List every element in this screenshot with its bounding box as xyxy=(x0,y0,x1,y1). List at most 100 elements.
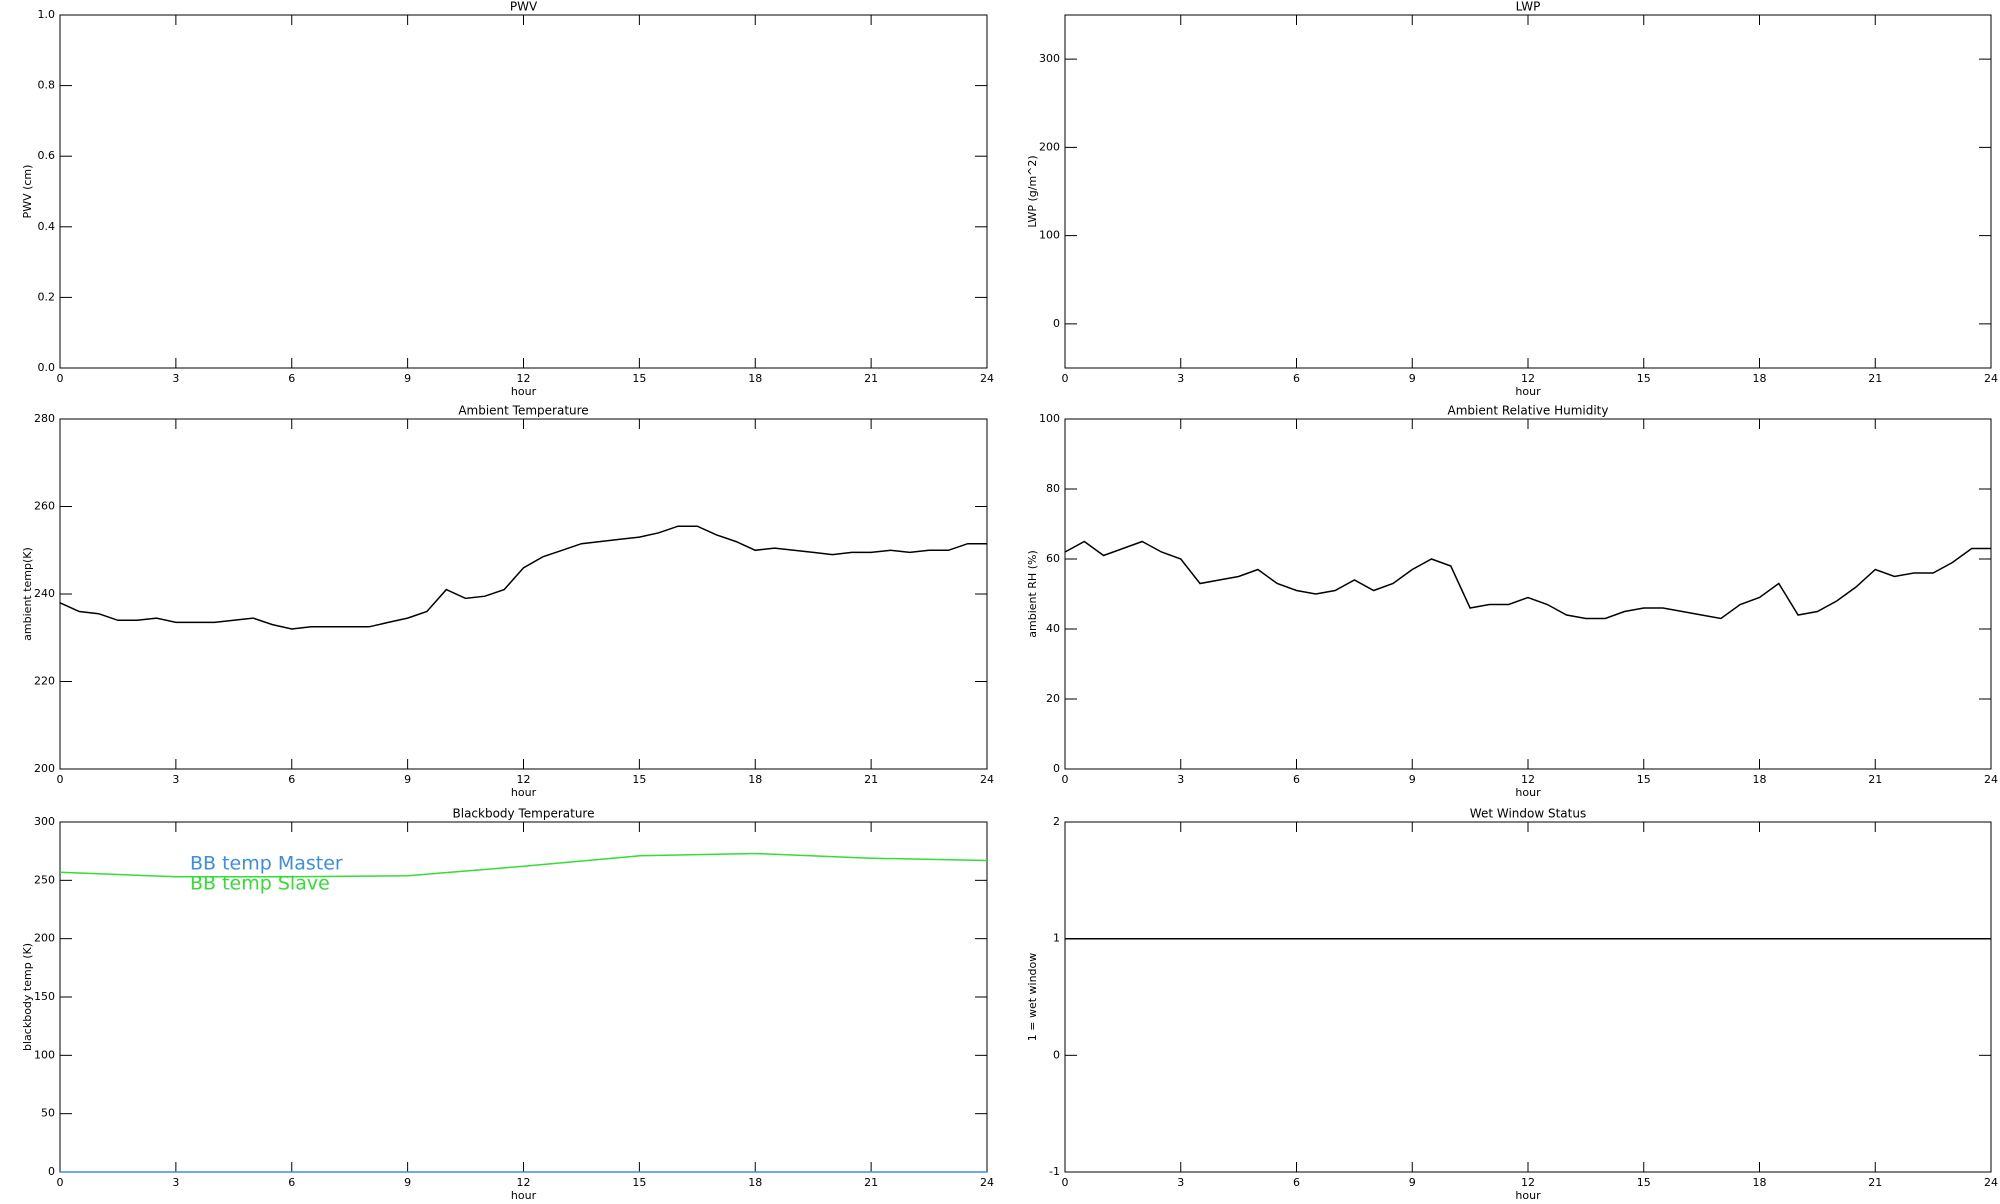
x-tick-label: 3 xyxy=(172,1176,179,1189)
plot-frame xyxy=(59,418,988,770)
y-tick-label: 100 xyxy=(1039,412,1060,425)
x-tick-label: 6 xyxy=(1293,372,1300,385)
y-tick-label: 80 xyxy=(1046,482,1060,495)
y-tick-label: 0.6 xyxy=(38,149,56,162)
x-tick-label: 9 xyxy=(404,372,411,385)
x-axis-label: hour xyxy=(511,1189,537,1200)
chart-title: Wet Window Status xyxy=(1470,807,1586,821)
chart-title: Ambient Temperature xyxy=(458,404,588,418)
y-axis-label: LWP (g/m^2) xyxy=(1026,155,1039,227)
x-tick-label: 15 xyxy=(1637,372,1651,385)
y-tick-label: 0 xyxy=(1053,317,1060,330)
x-tick-label: 21 xyxy=(1868,773,1882,786)
y-axis-label: 1 = wet window xyxy=(1026,953,1039,1042)
x-tick-label: 6 xyxy=(1293,1176,1300,1189)
x-tick-label: 12 xyxy=(517,372,531,385)
x-tick-label: 12 xyxy=(1521,773,1535,786)
y-axis-label: ambient temp(K) xyxy=(21,547,34,641)
x-tick-label: 3 xyxy=(1177,773,1184,786)
y-tick-label: 2 xyxy=(1053,815,1060,828)
chart-title: Ambient Relative Humidity xyxy=(1448,404,1609,418)
y-tick-label: 1.0 xyxy=(38,8,56,21)
x-tick-label: 18 xyxy=(1753,372,1767,385)
x-tick-label: 9 xyxy=(1409,372,1416,385)
x-tick-label: 6 xyxy=(288,773,295,786)
x-tick-label: 12 xyxy=(517,1176,531,1189)
x-tick-label: 9 xyxy=(1409,773,1416,786)
x-tick-label: 9 xyxy=(404,773,411,786)
x-tick-label: 0 xyxy=(1062,773,1069,786)
x-tick-label: 18 xyxy=(748,372,762,385)
chart-title: Blackbody Temperature xyxy=(453,807,595,821)
x-tick-label: 21 xyxy=(1868,1176,1882,1189)
x-tick-label: 9 xyxy=(404,1176,411,1189)
x-tick-label: 21 xyxy=(864,1176,878,1189)
x-tick-label: 24 xyxy=(980,1176,994,1189)
x-tick-label: 0 xyxy=(57,773,64,786)
x-tick-label: 24 xyxy=(1984,773,1998,786)
plot-frame xyxy=(1064,821,1992,1173)
y-tick-label: 1 xyxy=(1053,932,1060,945)
y-axis-label: blackbody temp (K) xyxy=(21,943,34,1051)
x-tick-label: 0 xyxy=(1062,1176,1069,1189)
y-tick-label: 0.8 xyxy=(38,79,56,92)
y-tick-label: 300 xyxy=(1039,52,1060,65)
x-tick-label: 24 xyxy=(980,773,994,786)
y-tick-label: 200 xyxy=(1039,140,1060,153)
x-tick-label: 21 xyxy=(1868,372,1882,385)
chart-title: PWV xyxy=(510,0,538,14)
y-tick-label: 20 xyxy=(1046,692,1060,705)
x-tick-label: 9 xyxy=(1409,1176,1416,1189)
y-tick-label: 60 xyxy=(1046,552,1060,565)
y-axis-label: PWV (cm) xyxy=(21,165,34,219)
y-tick-label: 50 xyxy=(41,1107,55,1120)
chart-title: LWP xyxy=(1516,0,1541,14)
y-tick-label: 240 xyxy=(34,587,55,600)
y-tick-label: 250 xyxy=(34,873,55,886)
y-tick-label: 300 xyxy=(34,815,55,828)
x-axis-label: hour xyxy=(1515,786,1541,799)
legend-entry: BB temp Master xyxy=(190,853,343,875)
x-tick-label: 3 xyxy=(1177,1176,1184,1189)
x-tick-label: 0 xyxy=(1062,372,1069,385)
data-line xyxy=(59,525,987,630)
x-tick-label: 6 xyxy=(288,372,295,385)
y-tick-label: 280 xyxy=(34,412,55,425)
x-tick-label: 15 xyxy=(1637,773,1651,786)
x-tick-label: 0 xyxy=(57,372,64,385)
x-tick-label: 12 xyxy=(1521,372,1535,385)
y-tick-label: 0 xyxy=(48,1165,55,1178)
x-tick-label: 24 xyxy=(1984,1176,1998,1189)
y-tick-label: 0.0 xyxy=(38,361,56,374)
plot-frame xyxy=(59,14,988,369)
x-tick-label: 3 xyxy=(1177,372,1184,385)
plot-frame xyxy=(1064,14,1992,369)
x-tick-label: 0 xyxy=(57,1176,64,1189)
x-axis-label: hour xyxy=(1515,385,1541,398)
y-tick-label: 220 xyxy=(34,675,55,688)
data-line xyxy=(1064,540,1991,620)
y-tick-label: 260 xyxy=(34,500,55,513)
x-tick-label: 18 xyxy=(748,773,762,786)
y-tick-label: 100 xyxy=(34,1048,55,1061)
y-tick-label: 100 xyxy=(1039,229,1060,242)
data-line xyxy=(59,852,988,878)
x-tick-label: 3 xyxy=(172,773,179,786)
y-tick-label: 0.2 xyxy=(38,290,56,303)
x-tick-label: 15 xyxy=(632,773,646,786)
y-tick-label: 200 xyxy=(34,932,55,945)
x-tick-label: 24 xyxy=(980,372,994,385)
y-tick-label: 150 xyxy=(34,990,55,1003)
plot-frame xyxy=(1064,418,1992,770)
x-axis-label: hour xyxy=(511,786,537,799)
x-tick-label: 18 xyxy=(1753,773,1767,786)
x-tick-label: 12 xyxy=(517,773,531,786)
legend-entry: BB temp Slave xyxy=(190,873,330,895)
x-tick-label: 24 xyxy=(1984,372,1998,385)
x-tick-label: 6 xyxy=(1293,773,1300,786)
y-tick-label: 0.4 xyxy=(38,220,56,233)
x-axis-label: hour xyxy=(1515,1189,1541,1200)
y-tick-label: 40 xyxy=(1046,622,1060,635)
x-tick-label: 6 xyxy=(288,1176,295,1189)
